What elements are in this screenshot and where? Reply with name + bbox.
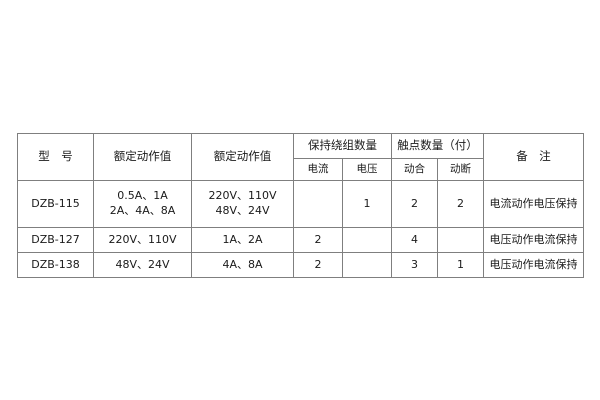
header-hold-current: 电流: [293, 158, 343, 181]
header-contact-count: 触点数量（付）: [391, 133, 484, 159]
cell-contact-close: 2: [391, 180, 438, 228]
cell-model: DZB-127: [17, 227, 94, 253]
cell-hold-voltage: 1: [342, 180, 392, 228]
cell-rated1: 220V、110V: [93, 227, 192, 253]
cell-contact-open: [437, 227, 484, 253]
cell-rated1: 0.5A、1A 2A、4A、8A: [93, 180, 192, 228]
cell-model: DZB-138: [17, 252, 94, 278]
cell-rated1: 48V、24V: [93, 252, 192, 278]
header-rated-value-2: 额定动作值: [191, 133, 294, 181]
cell-contact-close: 4: [391, 227, 438, 253]
header-model: 型 号: [17, 133, 94, 181]
header-hold-winding-count: 保持绕组数量: [293, 133, 392, 159]
header-rated-value-1: 额定动作值: [93, 133, 192, 181]
header-contact-close: 动合: [391, 158, 438, 181]
specification-table: 型 号 额定动作值 额定动作值 保持绕组数量 触点数量（付） 备 注 电流 电压…: [17, 133, 584, 278]
cell-contact-open: 2: [437, 180, 484, 228]
cell-remark: 电压动作电流保持: [483, 227, 584, 253]
cell-rated2: 4A、8A: [191, 252, 294, 278]
header-contact-open: 动断: [437, 158, 484, 181]
cell-hold-current: 2: [293, 252, 343, 278]
cell-hold-current: [293, 180, 343, 228]
header-hold-voltage: 电压: [342, 158, 392, 181]
cell-contact-close: 3: [391, 252, 438, 278]
table-header-row: 型 号 额定动作值 额定动作值 保持绕组数量 触点数量（付） 备 注: [17, 133, 584, 181]
cell-hold-voltage: [342, 252, 392, 278]
table-row: DZB-115 0.5A、1A 2A、4A、8A 220V、110V 48V、2…: [17, 180, 584, 228]
table-row: DZB-127 220V、110V 1A、2A 2 4 电压动作电流保持: [17, 227, 584, 253]
cell-hold-voltage: [342, 227, 392, 253]
cell-contact-open: 1: [437, 252, 484, 278]
cell-rated2: 1A、2A: [191, 227, 294, 253]
cell-rated2: 220V、110V 48V、24V: [191, 180, 294, 228]
table-row: DZB-138 48V、24V 4A、8A 2 3 1 电压动作电流保持: [17, 252, 584, 278]
cell-model: DZB-115: [17, 180, 94, 228]
cell-remark: 电压动作电流保持: [483, 252, 584, 278]
cell-hold-current: 2: [293, 227, 343, 253]
cell-remark: 电流动作电压保持: [483, 180, 584, 228]
header-remark: 备 注: [483, 133, 584, 181]
